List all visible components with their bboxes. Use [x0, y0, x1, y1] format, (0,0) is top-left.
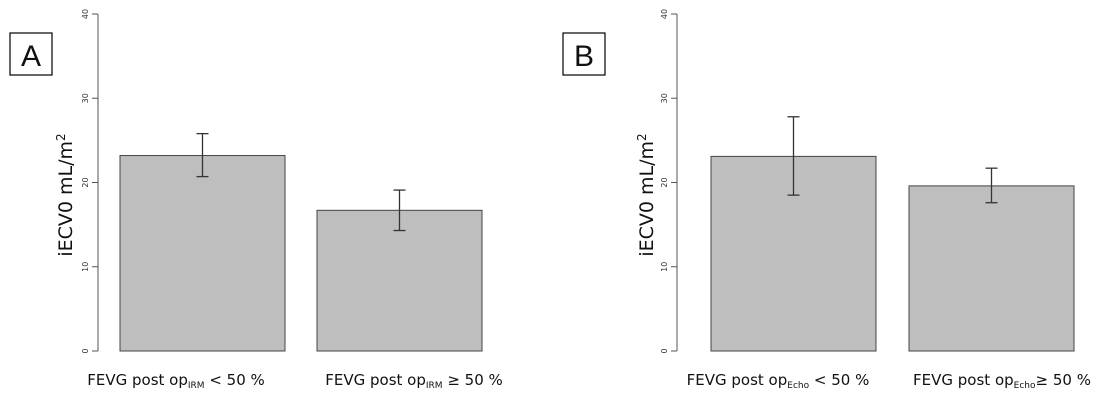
category-label: FEVG post opIRM < 50 % — [87, 371, 265, 391]
chart-panel-a: A 0 10 20 30 40 iECV0 mL/m2 FEVG post opIRM < 5… — [9, 9, 503, 391]
panel-label: A — [21, 40, 41, 73]
y-tick-label: 20 — [660, 177, 669, 187]
bar — [316, 209, 483, 352]
y-tick-label: 20 — [81, 177, 90, 187]
bar — [119, 155, 286, 352]
panel-label: B — [574, 40, 594, 73]
bar — [908, 185, 1075, 352]
y-tick-label: 10 — [81, 262, 90, 272]
y-axis-label: iECV0 mL/m2 — [54, 133, 77, 256]
y-tick-label: 40 — [81, 9, 90, 19]
category-label: FEVG post opEcho≥ 50 % — [913, 371, 1091, 391]
category-label: FEVG post opEcho < 50 % — [687, 371, 870, 391]
y-tick-label: 30 — [660, 93, 669, 103]
y-tick-label: 0 — [81, 348, 90, 353]
y-tick-label: 10 — [660, 262, 669, 272]
y-axis-label: iECV0 mL/m2 — [635, 133, 658, 256]
category-label: FEVG post opIRM ≥ 50 % — [325, 371, 503, 391]
panel-label-box — [562, 32, 606, 76]
panel-label-box — [9, 32, 53, 76]
chart-panel-b: B 0 10 20 30 40 iECV0 mL/m2 FEVG post opEcho < … — [562, 9, 1091, 391]
y-tick-label: 30 — [81, 93, 90, 103]
y-tick-label: 0 — [660, 348, 669, 353]
y-tick-label: 40 — [660, 9, 669, 19]
